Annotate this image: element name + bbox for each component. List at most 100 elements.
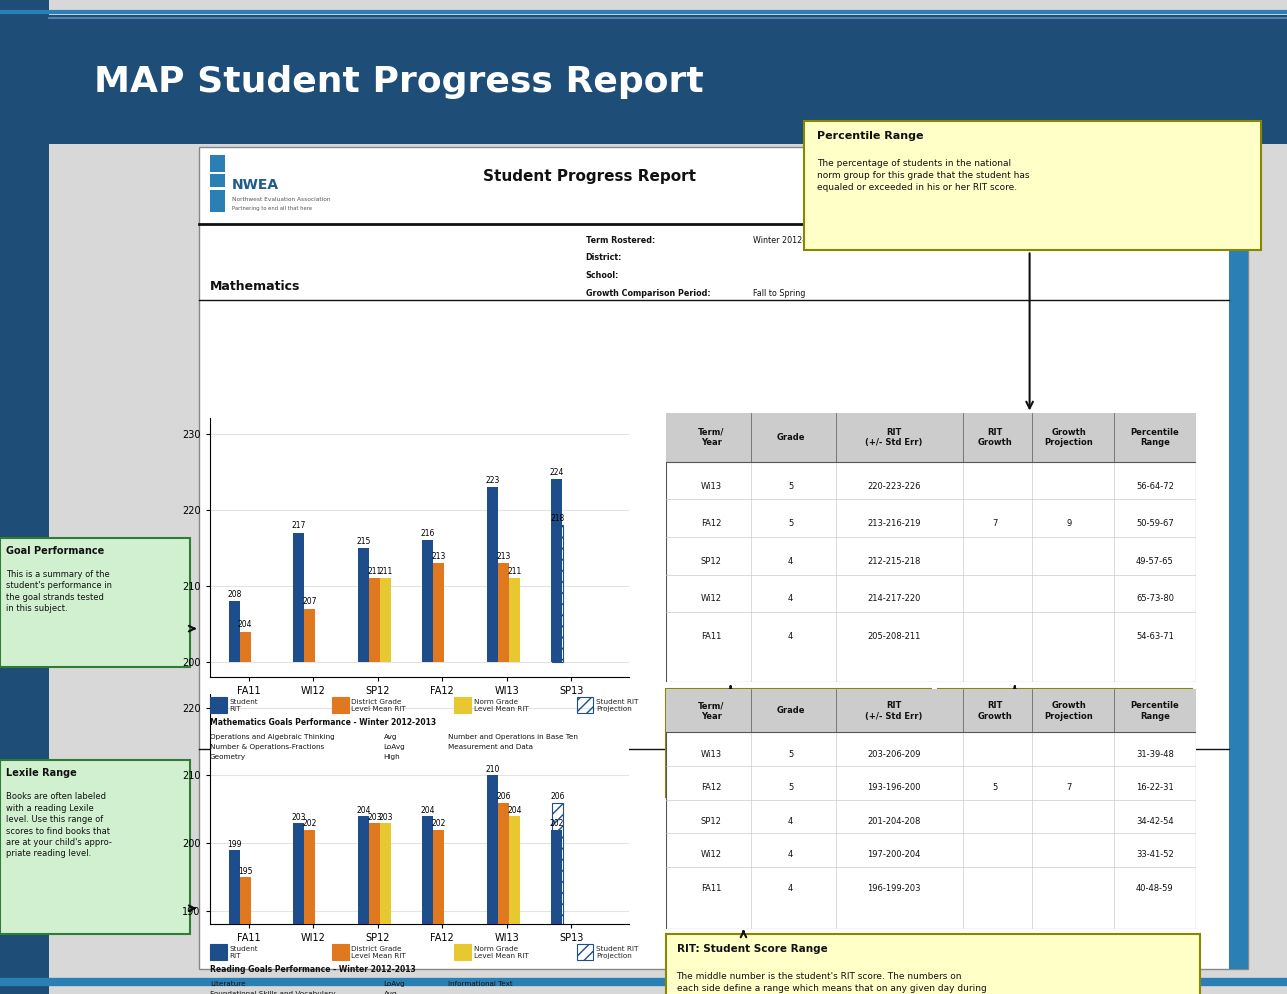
Bar (239, 631, 251, 662)
Text: District Grade
Level Mean RIT: District Grade Level Mean RIT (351, 945, 407, 959)
Text: 211: 211 (378, 567, 393, 577)
Text: Informational Text: Informational Text (448, 981, 512, 987)
Bar (293, 823, 304, 924)
Text: MAP Student Progress Report: MAP Student Progress Report (94, 65, 704, 98)
Text: Percentile Range: Percentile Range (817, 131, 924, 141)
Text: Reading Goals Performance - Winter 2012-2013: Reading Goals Performance - Winter 2012-… (210, 965, 416, 974)
Text: Student
RIT: Student RIT (229, 945, 257, 959)
Text: 204: 204 (507, 806, 521, 815)
Bar (486, 487, 498, 662)
Text: Wi13: Wi13 (700, 481, 722, 490)
Text: RIT Growth: RIT Growth (677, 699, 743, 709)
Text: 206: 206 (551, 792, 565, 801)
FancyBboxPatch shape (667, 414, 1196, 462)
FancyBboxPatch shape (1229, 147, 1248, 969)
FancyArrowPatch shape (1026, 253, 1033, 409)
Text: 9: 9 (1066, 519, 1072, 528)
Text: 213-216-219: 213-216-219 (867, 519, 920, 528)
Text: 202: 202 (302, 819, 317, 828)
Text: 4: 4 (788, 817, 793, 826)
Bar (434, 563, 444, 662)
FancyBboxPatch shape (667, 934, 1199, 994)
Text: 195: 195 (238, 867, 252, 876)
FancyBboxPatch shape (210, 190, 225, 212)
Bar (434, 830, 444, 924)
Text: The percentage of students in the national
norm group for this grade that the st: The percentage of students in the nation… (817, 159, 1030, 192)
Text: Shows the typical projected growth
the student may have over the year.: Shows the typical projected growth the s… (947, 727, 1115, 747)
Text: Student RIT
Projection: Student RIT Projection (596, 945, 638, 959)
Text: Goal Performance: Goal Performance (6, 546, 104, 556)
FancyBboxPatch shape (0, 0, 49, 994)
Text: 224: 224 (550, 468, 564, 477)
Text: 202: 202 (431, 819, 447, 828)
Text: Northwest Evaluation Association: Northwest Evaluation Association (232, 197, 331, 203)
Text: 4: 4 (788, 851, 793, 860)
FancyBboxPatch shape (667, 414, 1196, 682)
Text: 5: 5 (788, 749, 793, 758)
Text: 16-22-31: 16-22-31 (1136, 783, 1174, 792)
Text: 5: 5 (992, 783, 997, 792)
Text: LoAvg: LoAvg (384, 744, 405, 749)
FancyBboxPatch shape (0, 538, 190, 667)
Bar (380, 823, 391, 924)
Text: RIT
(+/- Std Err): RIT (+/- Std Err) (865, 427, 923, 447)
Text: Number & Operations-Fractions: Number & Operations-Fractions (210, 744, 324, 749)
Text: Number and Operations in Base Ten: Number and Operations in Base Ten (448, 734, 578, 740)
Text: Student RIT
Projection: Student RIT Projection (596, 699, 638, 712)
Text: Lexile Range: Lexile Range (6, 768, 77, 778)
Text: 216: 216 (421, 529, 435, 538)
Text: 56-64-72: 56-64-72 (1136, 481, 1174, 490)
Text: Grade: Grade (776, 433, 804, 442)
Text: Student
RIT: Student RIT (229, 699, 257, 712)
FancyBboxPatch shape (0, 760, 190, 934)
Text: Geometry: Geometry (210, 753, 246, 759)
Text: Term Rostered:: Term Rostered: (586, 236, 655, 245)
Text: Wi12: Wi12 (701, 594, 722, 603)
Bar (498, 802, 508, 924)
Text: 213: 213 (497, 552, 511, 561)
Text: FA12: FA12 (701, 519, 722, 528)
Text: 201-204-208: 201-204-208 (867, 817, 920, 826)
Text: 7: 7 (1066, 783, 1072, 792)
Text: 5: 5 (788, 519, 793, 528)
Text: Avg: Avg (384, 991, 396, 994)
Bar (239, 877, 251, 924)
Text: Wi12: Wi12 (701, 851, 722, 860)
Text: Percentile
Range: Percentile Range (1130, 701, 1179, 721)
Text: Term/
Year: Term/ Year (698, 427, 725, 447)
Bar (486, 775, 498, 924)
Text: 54-63-71: 54-63-71 (1136, 632, 1174, 641)
Text: 4: 4 (788, 557, 793, 566)
Text: 7: 7 (992, 519, 997, 528)
Text: 5: 5 (788, 783, 793, 792)
Bar (498, 563, 508, 662)
Text: Growth
Projection: Growth Projection (1045, 427, 1093, 447)
Text: LoAvg: LoAvg (384, 981, 405, 987)
Text: 217: 217 (292, 521, 306, 531)
Bar (380, 579, 391, 662)
Text: SP12: SP12 (701, 817, 722, 826)
Text: FA11: FA11 (701, 884, 722, 893)
Bar (293, 533, 304, 662)
Text: 204: 204 (421, 806, 435, 815)
Bar (552, 830, 562, 924)
Text: Foundational Skills and Vocabulary: Foundational Skills and Vocabulary (210, 991, 336, 994)
Bar (422, 816, 434, 924)
Text: Avg: Avg (384, 734, 396, 740)
Text: Growth Comparison Period:: Growth Comparison Period: (586, 289, 710, 298)
Text: 205-208-211: 205-208-211 (867, 632, 920, 641)
FancyBboxPatch shape (667, 689, 931, 796)
FancyBboxPatch shape (49, 15, 1287, 144)
Text: 212-215-218: 212-215-218 (867, 557, 920, 566)
Text: Winter 2012-2013: Winter 2012-2013 (753, 236, 825, 245)
Bar (508, 816, 520, 924)
Text: 203: 203 (367, 812, 381, 821)
Text: School:: School: (586, 271, 619, 280)
Text: 211: 211 (507, 567, 521, 577)
Text: 203: 203 (378, 812, 393, 821)
Text: 4: 4 (788, 632, 793, 641)
Text: 202: 202 (550, 819, 564, 828)
Text: This is a summary of the
student's performance in
the goal strands tested
in thi: This is a summary of the student's perfo… (6, 570, 112, 613)
Text: Partnering to end all that here: Partnering to end all that here (232, 206, 311, 212)
FancyBboxPatch shape (937, 689, 1192, 796)
